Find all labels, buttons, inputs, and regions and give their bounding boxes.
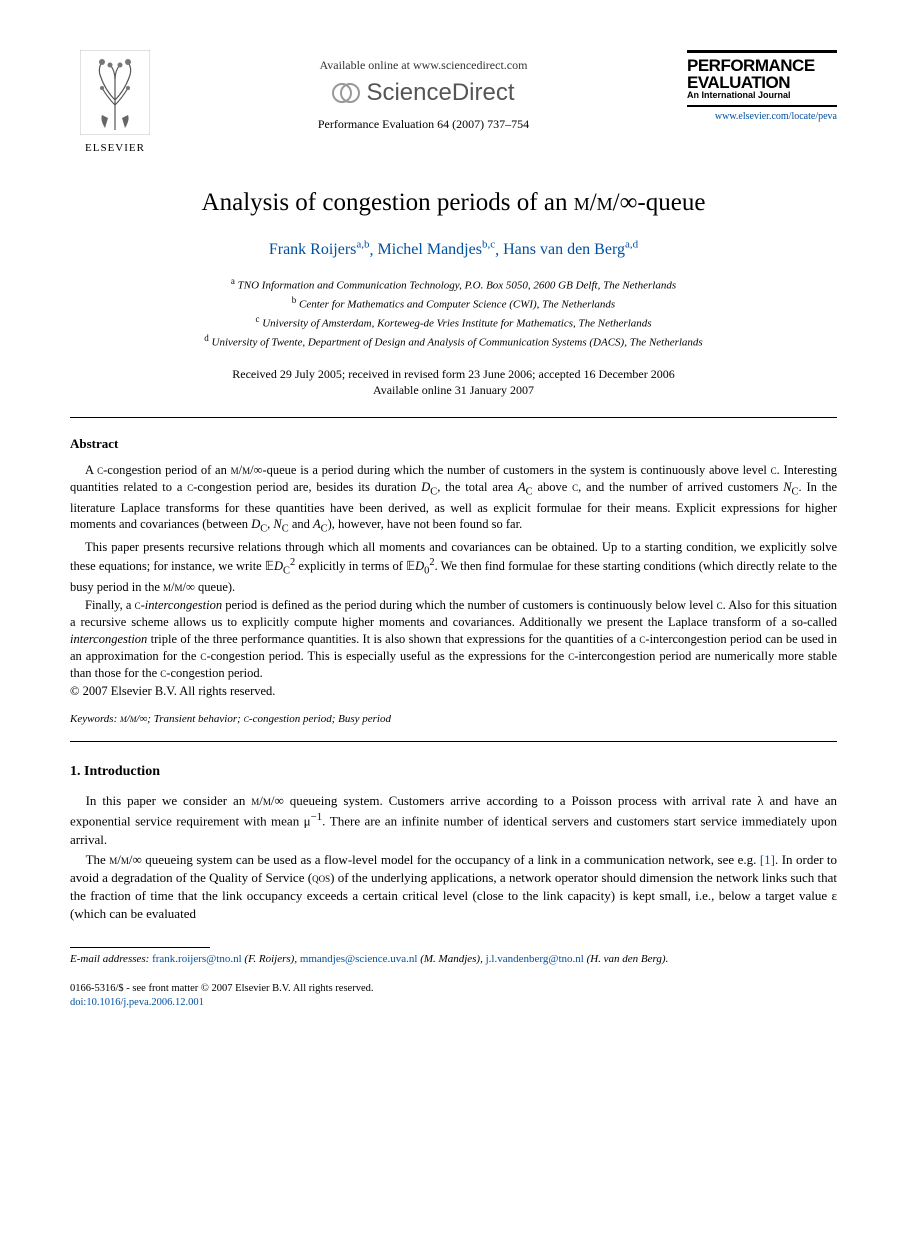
abstract-para-3: Finally, a c-intercongestion period is d… (70, 597, 837, 681)
dates-line-2: Available online 31 January 2007 (70, 382, 837, 399)
intro-para-1: In this paper we consider an m/m/∞ queue… (70, 792, 837, 849)
abstract-heading: Abstract (70, 436, 837, 452)
authors-line: Frank Roijersa,b, Michel Mandjesb,c, Han… (70, 239, 837, 259)
affiliation-c: c University of Amsterdam, Korteweg-de V… (70, 313, 837, 332)
rule-top (70, 417, 837, 418)
ref-link-1[interactable]: [1] (760, 852, 775, 867)
email-2[interactable]: mmandjes@science.uva.nl (300, 953, 418, 965)
email-1[interactable]: frank.roijers@tno.nl (152, 953, 242, 965)
footnote-rule (70, 947, 210, 948)
journal-subtitle: An International Journal (687, 91, 837, 107)
footer-meta: 0166-5316/$ - see front matter © 2007 El… (70, 982, 837, 1009)
publisher-logo-block: ELSEVIER (70, 50, 160, 154)
citation-line: Performance Evaluation 64 (2007) 737–754 (160, 117, 687, 132)
keywords-line: Keywords: m/m/∞; Transient behavior; c-c… (70, 713, 837, 725)
email-1-name: (F. Roijers) (244, 953, 294, 965)
publisher-name: ELSEVIER (70, 142, 160, 154)
dates-line-1: Received 29 July 2005; received in revis… (70, 366, 837, 383)
affiliations: a TNO Information and Communication Tech… (70, 275, 837, 351)
author-3[interactable]: Hans van den Berga,d (503, 241, 638, 258)
sciencedirect-text: ScienceDirect (366, 79, 514, 107)
abstract-para-2: This paper presents recursive relations … (70, 539, 837, 595)
journal-block: PERFORMANCE EVALUATION An International … (687, 50, 837, 122)
email-3-name: (H. van den Berg) (587, 953, 666, 965)
article-dates: Received 29 July 2005; received in revis… (70, 366, 837, 400)
paper-title: Analysis of congestion periods of an m/m… (70, 189, 837, 217)
keywords-label: Keywords: (70, 713, 117, 725)
available-online-line: Available online at www.sciencedirect.co… (160, 58, 687, 73)
affiliation-a: a TNO Information and Communication Tech… (70, 275, 837, 294)
email-3[interactable]: j.l.vandenberg@tno.nl (486, 953, 584, 965)
rule-bottom (70, 741, 837, 742)
section-1-body: In this paper we consider an m/m/∞ queue… (70, 792, 837, 924)
journal-url[interactable]: www.elsevier.com/locate/peva (687, 111, 837, 122)
sciencedirect-logo: ScienceDirect (160, 79, 687, 107)
affiliation-d: d University of Twente, Department of De… (70, 332, 837, 351)
section-1-heading: 1. Introduction (70, 764, 837, 780)
center-header: Available online at www.sciencedirect.co… (160, 50, 687, 132)
elsevier-tree-icon (80, 50, 150, 135)
footnote-emails: E-mail addresses: frank.roijers@tno.nl (… (70, 952, 837, 967)
abstract-copyright: © 2007 Elsevier B.V. All rights reserved… (70, 684, 837, 699)
abstract-body: A c-congestion period of an m/m/∞-queue … (70, 462, 837, 682)
author-2[interactable]: Michel Mandjesb,c (378, 241, 496, 258)
email-2-name: (M. Mandjes) (420, 953, 480, 965)
journal-title: PERFORMANCE EVALUATION (687, 50, 837, 91)
issn-line: 0166-5316/$ - see front matter © 2007 El… (70, 982, 837, 996)
author-1[interactable]: Frank Roijersa,b (269, 241, 370, 258)
doi-link[interactable]: doi:10.1016/j.peva.2006.12.001 (70, 996, 837, 1010)
abstract-para-1: A c-congestion period of an m/m/∞-queue … (70, 462, 837, 537)
paper-page: ELSEVIER Available online at www.science… (0, 0, 907, 1049)
sciencedirect-swirl-icon (332, 79, 360, 107)
header-row: ELSEVIER Available online at www.science… (70, 50, 837, 154)
footnote-label: E-mail addresses: (70, 953, 149, 965)
affiliation-b: b Center for Mathematics and Computer Sc… (70, 294, 837, 313)
intro-para-2: The m/m/∞ queueing system can be used as… (70, 851, 837, 924)
